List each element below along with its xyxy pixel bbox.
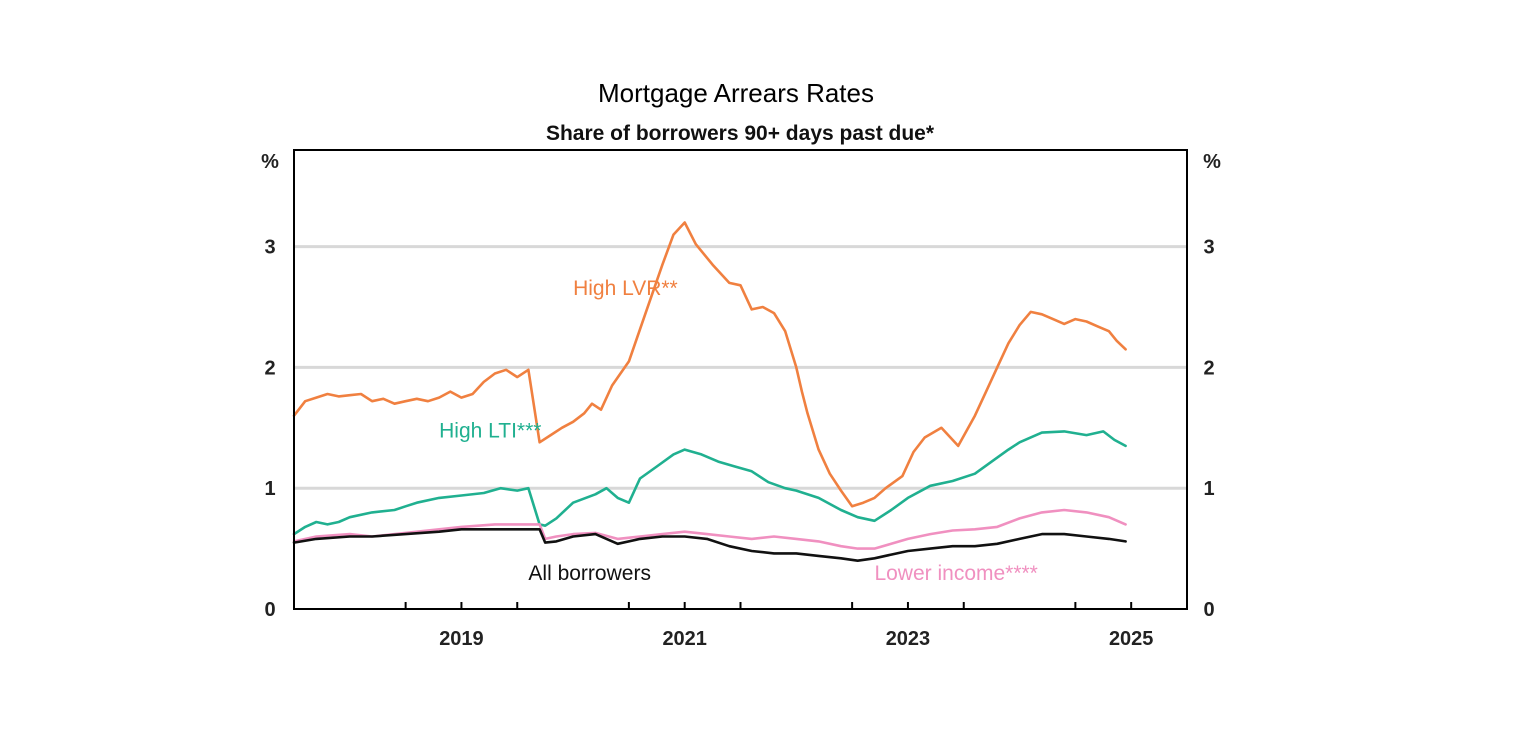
- y-tick-label-left-2: 2: [264, 357, 275, 379]
- y-tick-label-right-3: 3: [1203, 237, 1214, 259]
- series-label-all-borrowers: All borrowers: [528, 562, 651, 585]
- y-axis-unit-left: %: [261, 151, 279, 173]
- y-tick-label-right-2: 2: [1203, 357, 1214, 379]
- series-label-lower-income: Lower income****: [874, 562, 1037, 585]
- y-tick-label-left-1: 1: [264, 478, 275, 500]
- series-line-high-lti: [292, 430, 1127, 536]
- x-tick-label-2019: 2019: [439, 628, 484, 650]
- gridlines: [294, 245, 1187, 490]
- y-tick-label-right-1: 1: [1203, 478, 1214, 500]
- series-line-all-borrowers: [292, 528, 1127, 562]
- series-lines: [292, 221, 1127, 562]
- axes: 0 0 1 1 2 2 3 3 2019 2021 2023 2025: [264, 237, 1214, 650]
- y-tick-label-left-3: 3: [264, 237, 275, 259]
- x-tick-label-2021: 2021: [662, 628, 707, 650]
- plot-frame: [293, 149, 1188, 610]
- x-tick-label-2025: 2025: [1109, 628, 1154, 650]
- y-tick-label-right-0: 0: [1203, 599, 1214, 621]
- chart-subtitle: Share of borrowers 90+ days past due*: [546, 122, 935, 145]
- chart-title: Mortgage Arrears Rates: [597, 78, 874, 108]
- series-label-high-lti: High LTI***: [439, 419, 541, 442]
- y-tick-label-left-0: 0: [264, 599, 275, 621]
- series-labels: High LVR** High LTI*** All borrowers Lower …: [439, 277, 1038, 585]
- x-tick-label-2023: 2023: [886, 628, 931, 650]
- series-line-high-lvr: [292, 221, 1127, 508]
- y-axis-unit-right: %: [1203, 151, 1221, 173]
- series-line-lower-income: [292, 508, 1127, 550]
- series-label-high-lvr: High LVR**: [573, 277, 678, 300]
